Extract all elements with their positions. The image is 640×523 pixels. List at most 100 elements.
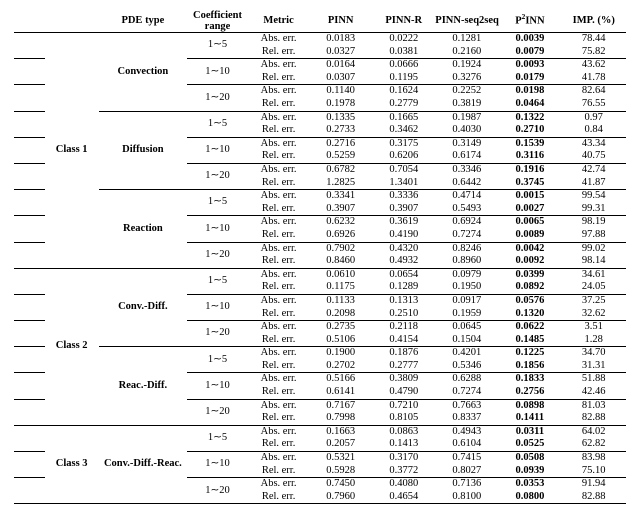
imp-cell: 32.62 (561, 308, 626, 321)
imp-cell: 3.51 (561, 321, 626, 334)
seq-cell: 0.1950 (435, 281, 498, 294)
range-cell: 1∼10 (187, 137, 248, 163)
pinnr-cell: 0.4080 (372, 478, 435, 491)
p2inn-cell: 0.0079 (498, 46, 561, 59)
seq-cell: 0.1504 (435, 334, 498, 347)
seq-cell: 0.0979 (435, 268, 498, 281)
p2inn-cell: 0.1411 (498, 412, 561, 425)
pinnr-cell: 0.3336 (372, 190, 435, 203)
table-row: Reac.-Diff.1∼5Abs. err.0.19000.18760.420… (14, 347, 626, 360)
pinnr-cell: 0.4654 (372, 491, 435, 504)
seq-cell: 0.8027 (435, 465, 498, 478)
pinn-cell: 0.5928 (309, 465, 372, 478)
imp-cell: 0.97 (561, 111, 626, 124)
pinnr-cell: 0.8105 (372, 412, 435, 425)
col-metric: Metric (248, 10, 309, 33)
pinnr-cell: 0.1313 (372, 294, 435, 307)
seq-cell: 0.6104 (435, 438, 498, 451)
metric-cell: Rel. err. (248, 308, 309, 321)
col-pinnseq: PINN-seq2seq (435, 10, 498, 33)
range-cell: 1∼10 (187, 59, 248, 85)
pinn-cell: 0.1133 (309, 294, 372, 307)
metric-cell: Abs. err. (248, 216, 309, 229)
p2inn-cell: 0.0353 (498, 478, 561, 491)
seq-cell: 0.6288 (435, 373, 498, 386)
pinnr-cell: 0.2777 (372, 360, 435, 373)
seq-cell: 0.1281 (435, 33, 498, 46)
imp-cell: 81.03 (561, 399, 626, 412)
metric-cell: Rel. err. (248, 255, 309, 268)
pinn-cell: 0.0327 (309, 46, 372, 59)
metric-cell: Abs. err. (248, 294, 309, 307)
seq-cell: 0.2252 (435, 85, 498, 98)
seq-cell: 0.7274 (435, 386, 498, 399)
range-cell: 1∼5 (187, 425, 248, 451)
p2inn-cell: 0.0898 (498, 399, 561, 412)
imp-cell: 99.02 (561, 242, 626, 255)
metric-cell: Abs. err. (248, 268, 309, 281)
imp-cell: 82.88 (561, 412, 626, 425)
p2inn-cell: 0.3745 (498, 177, 561, 190)
metric-cell: Rel. err. (248, 98, 309, 111)
range-cell: 1∼5 (187, 347, 248, 373)
pinn-cell: 0.1900 (309, 347, 372, 360)
range-cell: 1∼20 (187, 478, 248, 504)
p2inn-cell: 0.0092 (498, 255, 561, 268)
metric-cell: Abs. err. (248, 347, 309, 360)
pinnr-cell: 1.3401 (372, 177, 435, 190)
p2inn-cell: 0.0039 (498, 33, 561, 46)
pde-cell: Convection (99, 33, 187, 112)
pinnr-cell: 0.4932 (372, 255, 435, 268)
pinn-cell: 0.7450 (309, 478, 372, 491)
table-row: Class 1Convection1∼5Abs. err.0.01830.022… (14, 33, 626, 46)
metric-cell: Rel. err. (248, 334, 309, 347)
pde-cell: Conv.-Diff. (99, 268, 187, 347)
pinnr-cell: 0.3175 (372, 137, 435, 150)
results-table: PDE type Coefficient range Metric PINN P… (14, 10, 626, 504)
imp-cell: 64.02 (561, 425, 626, 438)
seq-cell: 0.7415 (435, 452, 498, 465)
imp-cell: 24.05 (561, 281, 626, 294)
range-cell: 1∼20 (187, 163, 248, 189)
p2inn-cell: 0.0622 (498, 321, 561, 334)
col-imp: IMP. (%) (561, 10, 626, 33)
range-cell: 1∼10 (187, 294, 248, 320)
metric-cell: Rel. err. (248, 150, 309, 163)
seq-cell: 0.8337 (435, 412, 498, 425)
metric-cell: Abs. err. (248, 452, 309, 465)
pinn-cell: 0.6232 (309, 216, 372, 229)
seq-cell: 0.3149 (435, 137, 498, 150)
pinnr-cell: 0.3809 (372, 373, 435, 386)
p2inn-cell: 0.0027 (498, 203, 561, 216)
pde-cell: Reac.-Diff. (99, 347, 187, 426)
pinnr-cell: 0.4790 (372, 386, 435, 399)
pinn-cell: 0.5321 (309, 452, 372, 465)
range-cell: 1∼5 (187, 33, 248, 59)
p2inn-cell: 0.1916 (498, 163, 561, 176)
pinnr-cell: 0.4154 (372, 334, 435, 347)
seq-cell: 0.1959 (435, 308, 498, 321)
col-pde-type: PDE type (99, 10, 187, 33)
pinnr-cell: 0.1624 (372, 85, 435, 98)
p2inn-cell: 0.0464 (498, 98, 561, 111)
pinn-cell: 0.3341 (309, 190, 372, 203)
range-cell: 1∼5 (187, 190, 248, 216)
pinn-cell: 0.0307 (309, 72, 372, 85)
pinn-cell: 0.5166 (309, 373, 372, 386)
range-cell: 1∼10 (187, 216, 248, 242)
pinnr-cell: 0.7210 (372, 399, 435, 412)
pinnr-cell: 0.0381 (372, 46, 435, 59)
metric-cell: Rel. err. (248, 177, 309, 190)
col-pinn: PINN (309, 10, 372, 33)
seq-cell: 0.4201 (435, 347, 498, 360)
imp-cell: 99.54 (561, 190, 626, 203)
metric-cell: Abs. err. (248, 111, 309, 124)
seq-cell: 0.6442 (435, 177, 498, 190)
pinnr-cell: 0.2510 (372, 308, 435, 321)
table-row: Class 2Conv.-Diff.1∼5Abs. err.0.06100.06… (14, 268, 626, 281)
imp-cell: 0.84 (561, 124, 626, 137)
imp-cell: 34.70 (561, 347, 626, 360)
pinnr-cell: 0.0666 (372, 59, 435, 72)
imp-cell: 91.94 (561, 478, 626, 491)
pinn-cell: 0.6782 (309, 163, 372, 176)
